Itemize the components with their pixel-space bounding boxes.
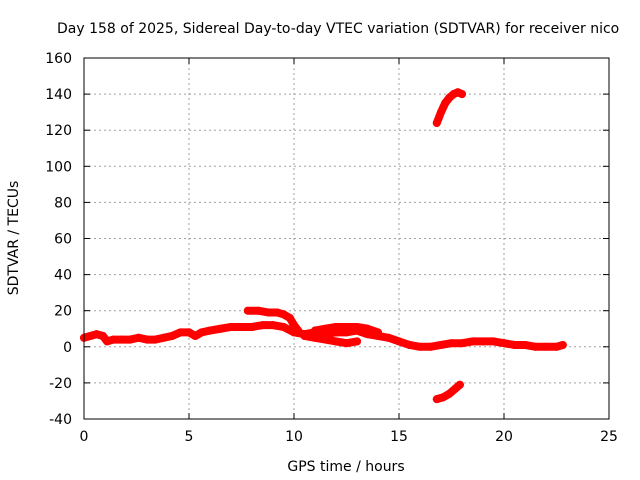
data-point [294,326,303,335]
data-point [332,322,340,331]
y-tick-label: -40 [49,412,72,428]
data-point [243,306,252,315]
data-point [109,335,118,344]
data-point [151,335,160,344]
x-tick-label: 5 [185,429,194,445]
data-point [300,331,309,340]
x-tick-label: 20 [495,429,513,445]
data-point [197,328,206,337]
data-point [159,333,168,342]
data-point [332,337,340,346]
x-tick-label: 0 [80,429,89,445]
data-point [363,324,372,333]
data-point [290,321,298,330]
data-point [552,342,561,351]
data-point [134,333,143,342]
data-point [86,331,95,340]
data-point [521,340,529,349]
data-point [103,337,112,346]
data-point [264,308,273,317]
data-point [479,337,487,346]
data-point [437,108,445,117]
data-point [269,321,277,330]
data-point [432,118,441,127]
data-point [342,339,351,348]
data-point [374,328,382,337]
chart-title: Day 158 of 2025, Sidereal Day-to-day VTE… [57,21,619,37]
data-point [558,340,567,349]
y-tick-label: 100 [45,159,72,175]
y-tick-label: 160 [45,51,72,67]
data-point [468,337,477,346]
data-point [216,324,225,333]
x-axis-label: GPS time / hours [287,459,404,475]
data-point [395,337,403,346]
y-tick-label: 60 [54,232,72,248]
data-point [237,322,246,331]
data-point [206,326,214,335]
y-tick-label: 0 [63,340,72,356]
data-point [353,337,361,346]
data-point [447,339,456,348]
data-point [439,393,448,402]
data-point [500,339,508,348]
data-point [426,342,435,351]
y-tick-label: 120 [45,123,72,139]
data-point [441,99,450,108]
data-point [416,342,424,351]
y-tick-label: 80 [54,195,72,211]
data-point [191,331,200,340]
data-point [98,331,107,340]
data-point [455,380,464,389]
data-point [353,322,361,331]
axis-ticks: 0 5 10 15 20 25 -40 -20 0 20 40 60 80 100 120 140 160 [45,51,618,445]
data-point [117,335,126,344]
data-point [384,333,393,342]
data-point [273,308,282,317]
data-point [458,339,466,348]
data-point [531,342,540,351]
x-tick-label: 10 [285,429,303,445]
y-tick-label: -20 [49,376,72,392]
data-point [311,326,319,335]
data-point [510,340,519,349]
data-point [254,306,263,315]
data-point [458,90,466,99]
data-point [248,322,256,331]
series-layer [80,88,567,404]
data-point [279,322,288,331]
data-point [437,340,445,349]
data-point [489,337,498,346]
data-point [92,330,101,339]
data-point [258,321,267,330]
data-point [185,328,193,337]
data-point [445,389,454,398]
data-point [542,342,550,351]
y-axis-label: SDTVAR / TECUs [6,181,22,296]
data-point [405,340,414,349]
y-tick-label: 40 [54,268,72,284]
data-point [168,331,177,340]
data-point [176,328,185,337]
data-point [321,324,330,333]
data-point [432,395,441,404]
data-point [285,313,294,322]
y-tick-label: 20 [54,304,72,320]
data-point [126,335,135,344]
data-point [311,333,319,342]
grid-lines [84,58,609,419]
data-point [143,335,151,344]
y-tick-label: 140 [45,87,72,103]
x-tick-label: 25 [600,429,618,445]
data-point [321,335,330,344]
data-point [227,322,235,331]
data-point [279,310,288,319]
data-point [342,322,351,331]
x-tick-label: 15 [390,429,408,445]
